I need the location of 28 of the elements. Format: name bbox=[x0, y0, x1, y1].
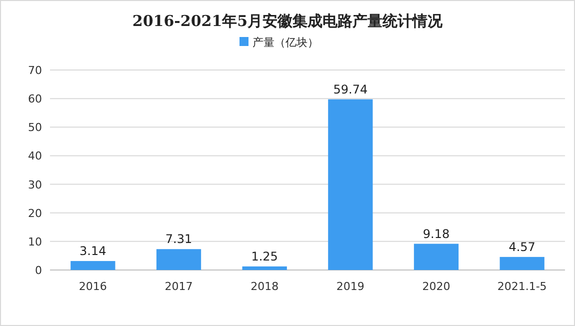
data-label: 59.74 bbox=[333, 82, 368, 96]
bar bbox=[328, 99, 373, 270]
y-tick-label: 60 bbox=[28, 92, 42, 106]
data-label: 4.57 bbox=[508, 240, 536, 254]
y-tick-label: 50 bbox=[28, 121, 42, 134]
y-tick-label: 20 bbox=[28, 206, 42, 220]
data-label: 3.14 bbox=[80, 244, 106, 258]
bar bbox=[242, 266, 287, 270]
y-tick-label: 40 bbox=[28, 150, 42, 163]
x-tick-label: 2020 bbox=[422, 280, 450, 293]
data-label: 9.18 bbox=[422, 226, 450, 241]
x-tick-label: 2021.1-5 bbox=[497, 280, 547, 293]
x-tick-label: 2019 bbox=[336, 280, 364, 293]
bar bbox=[414, 244, 459, 270]
legend-label: 产量（亿块） bbox=[252, 36, 318, 49]
x-tick-label: 2017 bbox=[164, 280, 193, 293]
bar bbox=[156, 249, 202, 270]
y-tick-label: 70 bbox=[28, 64, 42, 77]
y-tick-label: 0 bbox=[35, 264, 42, 277]
data-label: 7.31 bbox=[165, 232, 192, 246]
bar bbox=[500, 256, 544, 270]
data-label: 1.25 bbox=[251, 249, 278, 264]
x-tick-label: 2016 bbox=[78, 280, 107, 293]
chart-title: 2016-2021年5月安徽集成电路产量统计情况 bbox=[132, 12, 444, 30]
y-tick-label: 10 bbox=[28, 235, 42, 248]
bar bbox=[70, 261, 116, 270]
x-tick-label: 2018 bbox=[250, 280, 279, 293]
y-tick-label: 30 bbox=[28, 178, 42, 192]
